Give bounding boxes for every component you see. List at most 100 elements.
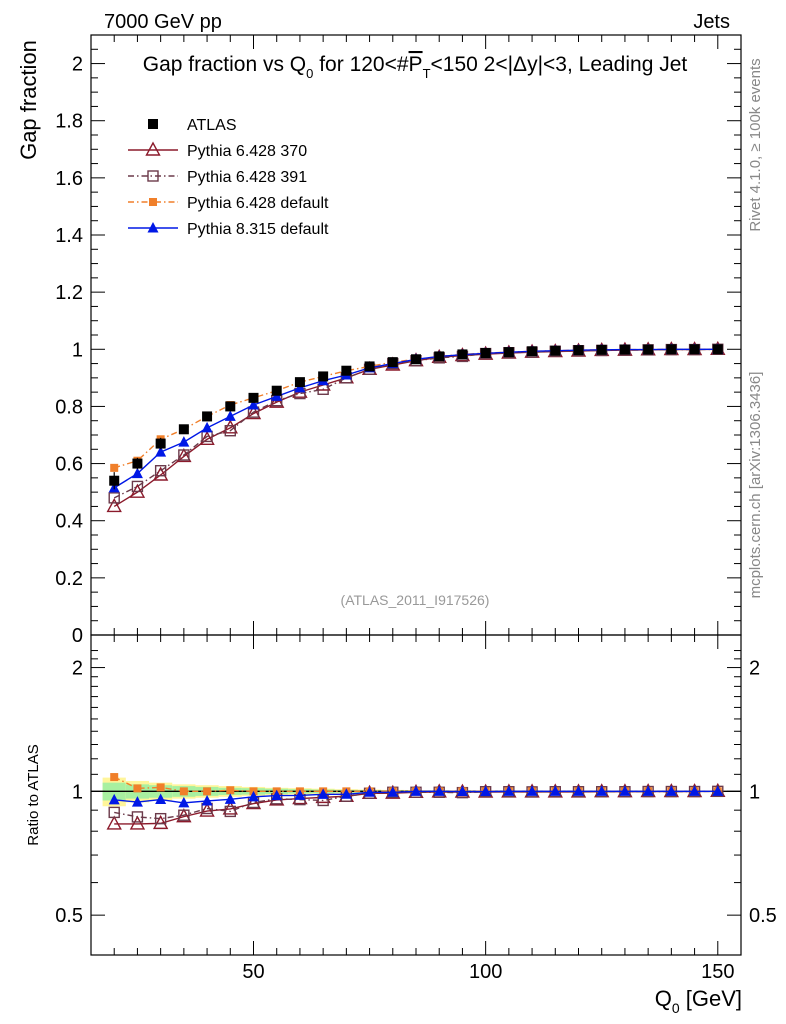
ratio-point-py8_default — [456, 785, 468, 797]
ratio-point-py6_370 — [152, 814, 169, 830]
ratio-point-py6_370 — [106, 815, 122, 830]
legend-marker-py6_default — [149, 198, 157, 206]
x-tick-label: 150 — [701, 961, 734, 983]
legend-marker-atlas — [148, 119, 158, 129]
mcplots-label: mcplots.cern.ch [arXiv:1306.3436] — [747, 372, 764, 599]
point-atlas — [341, 365, 352, 376]
point-atlas — [527, 346, 538, 357]
legend: ATLAS Pythia 6.428 370 Pythia 6.428 391 Pyt… — [128, 117, 329, 238]
ratio-y-tick-label-right: 2 — [749, 658, 760, 680]
point-atlas — [202, 411, 213, 422]
main-panel: 0 0.2 0.4 0.6 0.8 1 1.2 1.4 1.6 1.8 2 — [55, 34, 742, 647]
ratio-panel: 50 100 150 0.5 0.5 1 1 2 2 — [55, 634, 777, 983]
point-atlas — [271, 385, 282, 396]
ratio-point-py8_default — [248, 790, 259, 802]
point-atlas — [364, 361, 375, 372]
ratio-point-py6_default — [179, 787, 188, 796]
ratio-point-py8_default — [549, 785, 561, 796]
legend-marker-py6_391 — [147, 170, 159, 182]
ratio-point-py8_default — [503, 785, 515, 796]
rivet-version-label: Rivet 4.1.0, ≥ 100k events — [747, 58, 764, 231]
point-atlas — [225, 401, 236, 412]
ratio-point-py8_default — [642, 785, 654, 796]
point-atlas — [712, 344, 723, 355]
point-py6_391 — [178, 449, 190, 461]
ratio-point-py6_391 — [154, 812, 167, 825]
series-line-py6_default — [114, 348, 718, 469]
ratio-point-py6_370 — [176, 808, 192, 823]
point-atlas — [457, 349, 468, 360]
point-atlas — [643, 344, 654, 355]
ratio-y-tick-label: 0.5 — [55, 905, 83, 927]
point-atlas — [666, 344, 677, 355]
point-atlas — [434, 351, 445, 362]
ratio-point-py8_default — [340, 788, 352, 799]
ratio-point-py6_370 — [222, 800, 238, 815]
series-line-py6_391 — [113, 348, 718, 499]
point-py8_default — [131, 467, 143, 479]
point-py6_370 — [245, 405, 262, 420]
point-py8_default — [155, 446, 167, 457]
point-atlas — [411, 354, 421, 365]
point-atlas — [596, 344, 607, 355]
ratio-y-tick-label-right: 1 — [749, 781, 760, 803]
point-atlas — [155, 438, 166, 449]
ratio-point-py8_default — [224, 793, 236, 804]
legend-label-atlas: ATLAS — [187, 117, 237, 134]
point-py6_370 — [222, 419, 238, 434]
point-py8_default — [248, 399, 259, 410]
ratio-y-tick-label: 1 — [72, 781, 83, 803]
point-py6_391 — [154, 465, 167, 477]
ratio-point-py8_default — [155, 793, 167, 805]
point-atlas — [573, 345, 584, 356]
y-tick-label: 0 — [72, 625, 83, 647]
ratio-point-py6_default — [226, 786, 235, 795]
point-atlas — [132, 458, 143, 469]
ratio-point-py8_default — [178, 796, 190, 808]
ratio-y-tick-label: 2 — [72, 658, 83, 680]
ratio-point-py8_default — [108, 793, 120, 805]
legend-label-py6_default: Pythia 6.428 default — [187, 195, 329, 212]
ratio-point-py8_default — [294, 789, 306, 800]
point-atlas — [178, 424, 189, 435]
ratio-point-py6_391 — [131, 811, 144, 823]
ratio-point-py8_default — [480, 785, 492, 797]
ratio-point-py8_default — [131, 796, 143, 807]
ratio-point-py8_default — [317, 788, 329, 799]
point-py6_default — [110, 463, 119, 472]
ratio-point-py6_370 — [129, 815, 146, 830]
point-py6_370 — [269, 393, 285, 408]
point-py6_370 — [106, 497, 122, 513]
y-tick-label: 2 — [72, 54, 83, 76]
legend-label-py6_370: Pythia 6.428 370 — [187, 143, 307, 160]
ratio-point-py6_391 — [224, 805, 236, 818]
legend-marker-py6_370 — [145, 141, 161, 156]
ratio-line-py6_default — [113, 776, 718, 793]
analysis-id-label: (ATLAS_2011_I917526) — [341, 592, 490, 608]
y-tick-label: 1.2 — [55, 282, 83, 304]
y-tick-label: 1 — [72, 339, 83, 361]
ratio-point-py8_default — [271, 789, 283, 801]
point-atlas — [387, 357, 398, 368]
ratio-point-py6_default — [110, 773, 119, 782]
ratio-point-py6_391 — [108, 806, 120, 819]
ratio-point-py6_default — [133, 784, 142, 793]
point-atlas — [480, 348, 491, 358]
point-atlas — [619, 344, 630, 355]
ratio-point-py8_default — [712, 785, 724, 796]
point-py8_default — [201, 421, 213, 433]
header-jets-label: Jets — [693, 11, 730, 33]
x-tick-label: 100 — [469, 961, 502, 983]
point-atlas — [689, 344, 700, 355]
header-energy-label: 7000 GeV pp — [104, 11, 222, 33]
point-atlas — [109, 475, 120, 486]
ratio-point-py8_default — [364, 786, 376, 797]
ratio-point-py8_default — [387, 786, 399, 797]
ratio-point-py8_default — [619, 785, 631, 796]
point-py8_default — [178, 436, 190, 447]
ratio-point-py8_default — [410, 785, 422, 796]
ratio-point-py8_default — [201, 794, 213, 806]
ratio-y-tick-label-right: 0.5 — [749, 905, 777, 927]
y-axis-label: Gap fraction — [16, 40, 41, 160]
